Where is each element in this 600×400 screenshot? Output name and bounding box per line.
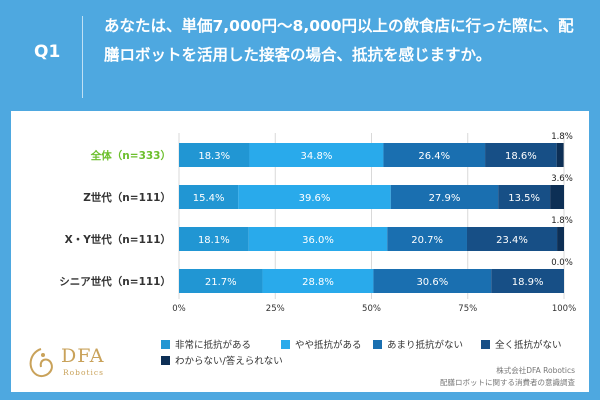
category-label: シニア世代（n=111） <box>59 275 171 288</box>
header: Q1 あなたは、単価7,000円〜8,000円以上の飲食店に行った際に、配膳ロボ… <box>0 0 600 110</box>
data-label: 28.8% <box>302 277 334 288</box>
bar-segment <box>491 269 564 293</box>
header-divider <box>82 16 83 98</box>
bar-segment <box>383 143 486 167</box>
bar-segment <box>387 227 467 251</box>
bar-segment <box>466 227 558 251</box>
category-label: 全体（n=333） <box>90 149 171 162</box>
legend-swatch <box>481 339 490 349</box>
x-tick-label: 100% <box>552 304 576 314</box>
x-tick-label: 50% <box>362 304 381 314</box>
data-label: 0.0% <box>551 258 573 268</box>
data-label: 15.4% <box>193 193 225 204</box>
bar-segment <box>390 185 499 209</box>
data-label: 23.4% <box>496 235 528 246</box>
data-label: 39.6% <box>299 193 331 204</box>
category-label: X・Y世代（n=111） <box>65 233 171 246</box>
source-note: 株式会社DFA Robotics 配膳ロボットに関する消費者の意識調査 <box>440 365 575 389</box>
data-label: 18.1% <box>198 235 230 246</box>
data-label: 3.6% <box>551 174 573 184</box>
data-label: 34.8% <box>301 151 333 162</box>
stacked-bar-chart: 0% 25% 50% 75% 100% 全体（n=333） 18.3% 34.8% 26.4% 1… <box>59 132 576 314</box>
source-survey: 配膳ロボットに関する消費者の意識調査 <box>440 378 575 387</box>
legend-label: 全く抵抗がない <box>495 340 562 351</box>
chart-panel: 0% 25% 50% 75% 100% 全体（n=333） 18.3% 34.8% 26.4% 1… <box>11 111 589 392</box>
x-tick-label: 0% <box>172 304 186 314</box>
bar-segment <box>238 185 391 209</box>
legend-label: やや抵抗がある <box>295 340 362 351</box>
data-label: 30.6% <box>416 277 448 288</box>
legend-item: 全く抵抗がない <box>481 337 562 351</box>
chart-legend: 非常に抵抗がある やや抵抗がある あまり抵抗がない 全く抵抗がないわからない/答えられ… <box>161 337 581 373</box>
data-label: 13.5% <box>508 193 540 204</box>
data-label: 26.4% <box>418 151 450 162</box>
legend-label: わからない/答えられない <box>175 356 283 367</box>
bar-segment <box>373 269 492 293</box>
data-label: 18.9% <box>512 277 544 288</box>
question-number: Q1 <box>34 42 61 62</box>
data-label: 36.0% <box>302 235 334 246</box>
bar-segment <box>556 143 564 167</box>
company-logo: DFA Robotics <box>23 343 153 383</box>
bar-segment <box>550 185 564 209</box>
question-text: あなたは、単価7,000円〜8,000円以上の飲食店に行った際に、配膳ロボットを… <box>104 17 574 64</box>
bar-segment <box>498 185 551 209</box>
legend-swatch <box>373 339 382 349</box>
bar-segment <box>179 269 263 293</box>
data-label: 1.8% <box>551 132 573 142</box>
data-label: 18.3% <box>198 151 230 162</box>
data-label: 27.9% <box>429 193 461 204</box>
legend-label: あまり抵抗がない <box>387 340 464 351</box>
bar-segment <box>179 227 249 251</box>
x-tick-label: 25% <box>266 304 285 314</box>
legend-swatch <box>281 339 290 349</box>
category-label: Z世代（n=111） <box>83 191 171 204</box>
bar-segment <box>262 269 374 293</box>
bar-segment <box>485 143 557 167</box>
bar-segment <box>249 143 384 167</box>
x-tick-label: 75% <box>458 304 477 314</box>
legend-item: あまり抵抗がない <box>373 337 463 351</box>
legend-item: やや抵抗がある <box>281 337 362 351</box>
data-label: 18.6% <box>505 151 537 162</box>
logo-text: DFA <box>61 345 105 367</box>
data-label: 21.7% <box>205 277 237 288</box>
logo-swirl-icon <box>29 348 53 377</box>
legend-swatch <box>161 339 170 349</box>
legend-label: 非常に抵抗がある <box>175 340 252 351</box>
logo-subtext: Robotics <box>63 368 104 377</box>
source-company: 株式会社DFA Robotics <box>496 366 575 375</box>
legend-item: 非常に抵抗がある <box>161 337 251 351</box>
legend-swatch <box>161 355 170 365</box>
bar-segment <box>248 227 388 251</box>
data-label: 1.8% <box>551 216 573 226</box>
bar-segment <box>179 185 239 209</box>
bar-segment <box>179 143 250 167</box>
data-label: 20.7% <box>411 235 443 246</box>
legend-item: わからない/答えられない <box>161 353 283 367</box>
bar-segment <box>557 227 564 251</box>
